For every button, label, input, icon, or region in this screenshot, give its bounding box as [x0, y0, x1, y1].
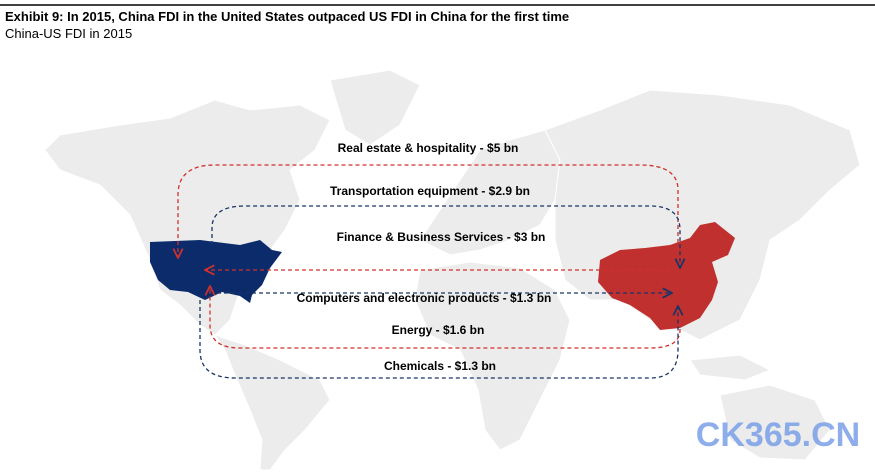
flow-label: Transportation equipment - $2.9 bn — [330, 184, 530, 198]
flow-label: Energy - $1.6 bn — [392, 323, 485, 337]
flow-label: Finance & Business Services - $3 bn — [337, 230, 546, 244]
greenland — [329, 69, 421, 146]
subtitle: China-US FDI in 2015 — [5, 26, 132, 41]
flow-arrow — [178, 164, 679, 258]
south-america — [213, 334, 331, 471]
australia — [719, 384, 831, 461]
islands — [689, 354, 772, 381]
flow-arrow — [199, 300, 678, 379]
africa — [414, 261, 571, 451]
flow-label: Computers and electronic products - $1.3… — [297, 291, 552, 305]
flow-arrow — [211, 205, 680, 268]
flow-label: Real estate & hospitality - $5 bn — [338, 141, 519, 155]
china — [598, 222, 735, 330]
title: Exhibit 9: In 2015, China FDI in the Uni… — [5, 9, 569, 24]
watermark: CK365.CN — [696, 416, 860, 454]
north-america — [44, 99, 331, 336]
flow-label: Chemicals - $1.3 bn — [384, 359, 496, 373]
